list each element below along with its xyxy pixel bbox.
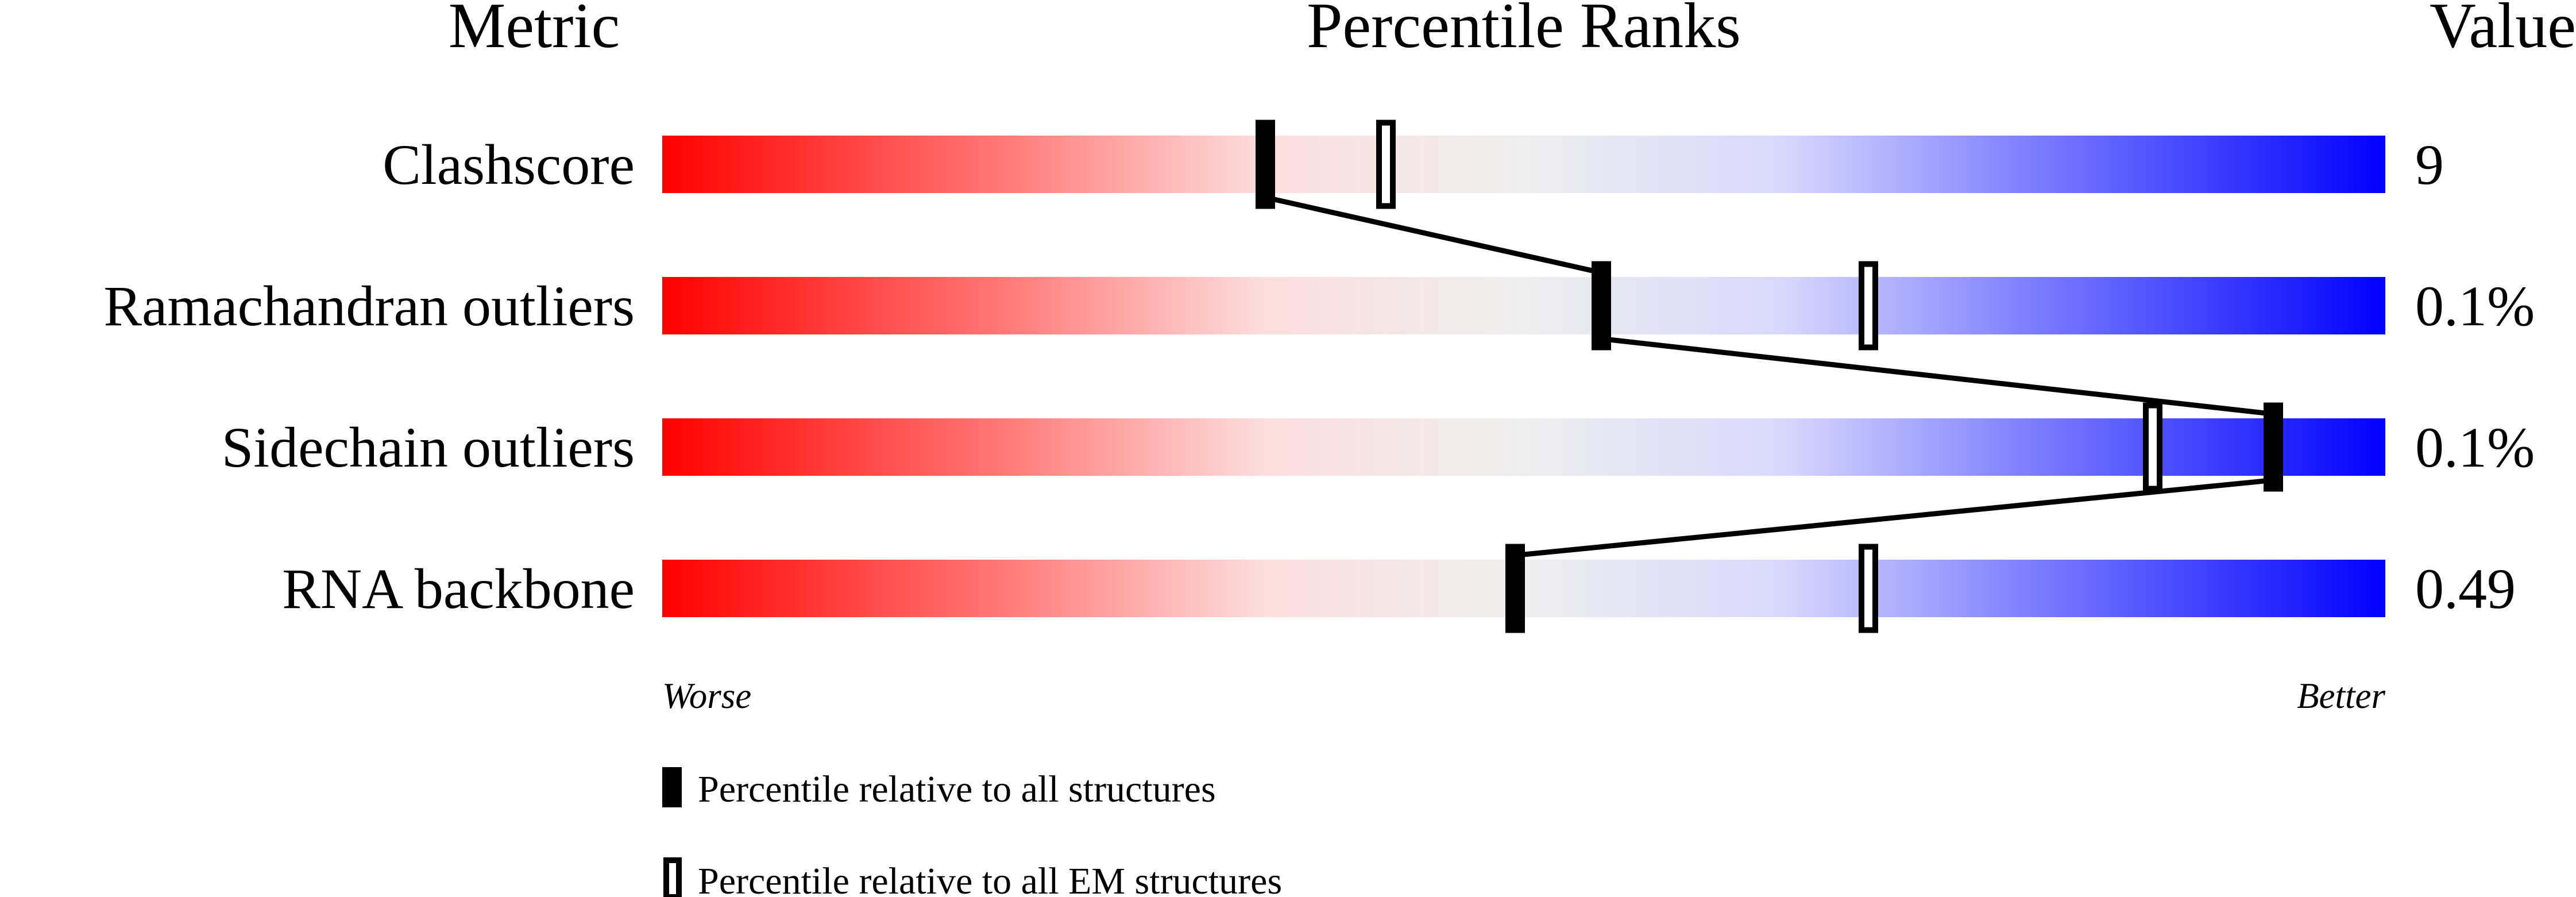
connector-line (1601, 336, 2274, 417)
metric-label: Ramachandran outliers (103, 274, 635, 338)
legend-all-swatch (662, 767, 682, 807)
legend-em-swatch (663, 857, 682, 897)
all-percentile-marker (1505, 544, 1525, 633)
metric-value: 0.1% (2415, 415, 2535, 479)
gradient-bar (662, 277, 2385, 334)
legend-all-label: Percentile relative to all structures (698, 768, 1216, 810)
metric-label: RNA backbone (282, 557, 635, 621)
em-percentile-marker (1859, 544, 1878, 633)
metric-label: Sidechain outliers (222, 415, 635, 479)
all-percentile-marker (1256, 120, 1275, 209)
legend-em-label: Percentile relative to all EM structures (698, 860, 1282, 897)
metric-value: 0.49 (2415, 557, 2516, 621)
em-percentile-marker (2143, 402, 2162, 492)
connector-line (1265, 195, 1602, 275)
all-percentile-marker (2264, 402, 2283, 492)
metric-label: Clashscore (383, 133, 635, 197)
header-percentile: Percentile Ranks (1307, 0, 1741, 61)
connector-line (1515, 478, 2274, 558)
axis-worse-label: Worse (662, 676, 751, 716)
gradient-bar (662, 136, 2385, 193)
metric-value: 9 (2415, 133, 2444, 197)
em-percentile-marker (1376, 120, 1396, 209)
header-value: Value (2430, 0, 2576, 61)
all-percentile-marker (1592, 261, 1611, 351)
metric-value: 0.1% (2415, 274, 2535, 338)
em-percentile-marker (1859, 261, 1878, 351)
header-metric: Metric (449, 0, 620, 61)
gradient-bar (662, 418, 2385, 476)
axis-better-label: Better (2297, 676, 2385, 716)
